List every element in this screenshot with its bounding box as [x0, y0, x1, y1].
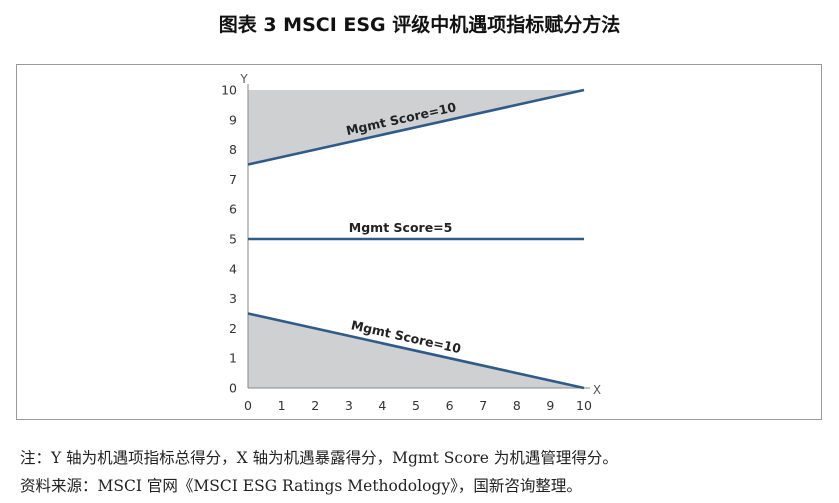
- x-tick-label: 5: [412, 398, 420, 413]
- x-tick-label: 9: [546, 398, 554, 413]
- y-tick-label: 7: [229, 172, 237, 187]
- y-tick-label: 4: [229, 261, 237, 276]
- y-axis-label: Y: [239, 72, 248, 86]
- x-tick-label: 0: [244, 398, 252, 413]
- chart-title: 图表 3 MSCI ESG 评级中机遇项指标赋分方法: [218, 14, 621, 36]
- y-tick-label: 8: [229, 142, 237, 157]
- y-tick-label: 9: [229, 112, 237, 127]
- x-tick-label: 7: [479, 398, 487, 413]
- x-tick-label: 6: [446, 398, 454, 413]
- y-tick-label: 1: [229, 351, 237, 366]
- y-tick-label: 6: [229, 202, 237, 217]
- x-tick-label: 10: [576, 398, 592, 413]
- y-tick-label: 0: [229, 381, 237, 396]
- y-tick-label: 2: [229, 321, 237, 336]
- x-tick-label: 4: [378, 398, 386, 413]
- series-line-3: [247, 312, 585, 390]
- series-label-2: Mgmt Score=5: [349, 220, 453, 235]
- x-tick-label: 3: [345, 398, 353, 413]
- x-tick-label: 1: [278, 398, 286, 413]
- series-line-1: [247, 88, 585, 166]
- chart-source: 资料来源：MSCI 官网《MSCI ESG Ratings Methodolog…: [20, 477, 582, 495]
- x-tick-label: 2: [311, 398, 319, 413]
- x-tick-label: 8: [513, 398, 521, 413]
- y-tick-label: 10: [221, 83, 237, 98]
- chart-frame: [16, 64, 822, 420]
- y-tick-label: 3: [229, 291, 237, 306]
- y-tick-label: 5: [229, 232, 237, 247]
- x-axis-label: X: [593, 383, 601, 397]
- chart-note: 注：Y 轴为机遇项指标总得分，X 轴为机遇暴露得分，Mgmt Score 为机遇…: [20, 449, 618, 467]
